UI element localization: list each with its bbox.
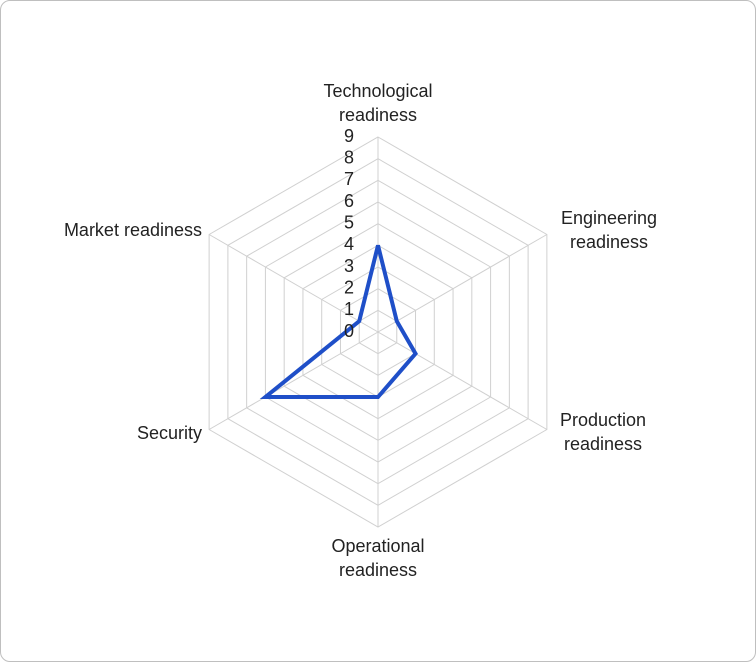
category-label: Production readiness bbox=[559, 410, 647, 454]
spoke bbox=[377, 331, 548, 430]
tick-label: 5 bbox=[344, 212, 354, 232]
tick-label: 6 bbox=[344, 191, 354, 211]
spoke bbox=[208, 331, 379, 430]
spoke bbox=[208, 234, 379, 333]
category-label: Operational readiness bbox=[331, 536, 425, 580]
category-label: Market readiness bbox=[63, 220, 202, 240]
tick-label: 8 bbox=[344, 147, 354, 167]
tick-label: 4 bbox=[344, 234, 354, 254]
category-label: Engineering readiness bbox=[560, 208, 658, 252]
tick-label: 3 bbox=[344, 256, 354, 276]
series-line bbox=[259, 244, 418, 399]
tick-label: 2 bbox=[344, 277, 354, 297]
spoke bbox=[377, 234, 548, 333]
tick-label: 0 bbox=[344, 321, 354, 341]
tick-label: 7 bbox=[344, 169, 354, 189]
category-label: Technological readiness bbox=[323, 81, 433, 125]
tick-label: 1 bbox=[344, 299, 354, 319]
tick-label: 9 bbox=[344, 126, 354, 146]
category-label: Security bbox=[136, 423, 202, 443]
